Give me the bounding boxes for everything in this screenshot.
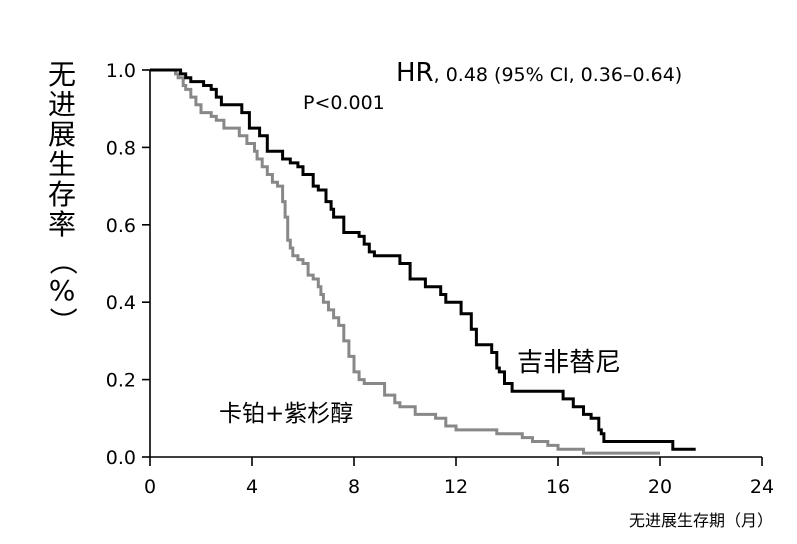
x-tick-label: 0	[144, 476, 156, 498]
y-axis-label-char: 存	[48, 178, 76, 211]
x-tick-label: 12	[444, 476, 468, 498]
y-axis-label-char: （	[46, 247, 79, 275]
y-ticks: 0.0 0.2 0.4 0.6 0.8 1.0	[106, 60, 150, 469]
series-label-carboplatin-paclitaxel: 卡铂+紫杉醇	[219, 401, 353, 427]
y-tick-label: 1.0	[106, 60, 136, 82]
y-tick-label: 0.2	[106, 370, 136, 392]
series-line-carboplatin-paclitaxel	[150, 68, 660, 455]
series-layer	[150, 68, 696, 455]
x-axis-label: 无进展生存期（月）	[629, 511, 773, 530]
x-tick-label: 20	[648, 476, 672, 498]
y-tick-label: 0.4	[106, 292, 136, 314]
y-tick-label: 0.0	[106, 447, 136, 469]
y-axis-label-char: ）	[46, 307, 79, 335]
x-tick-label: 8	[348, 476, 360, 498]
hazard-ratio-annotation: HR, 0.48 (95% CI, 0.36–0.64)	[396, 58, 682, 88]
y-axis-label-char: 无	[48, 58, 76, 91]
p-value-annotation: P<0.001	[303, 92, 385, 114]
x-tick-label: 16	[546, 476, 570, 498]
y-tick-label: 0.8	[106, 137, 136, 159]
y-axis-label-char: 生	[48, 148, 76, 181]
y-axis-label-char: 率	[48, 208, 76, 241]
y-axis-label-char: 展	[48, 118, 76, 151]
hr-values: , 0.48 (95% CI, 0.36–0.64)	[434, 64, 683, 86]
hr-prefix: HR	[396, 58, 434, 88]
y-axis-label-char: %	[49, 274, 76, 307]
x-tick-label: 4	[246, 476, 258, 498]
y-axis-label-char: 进	[48, 88, 76, 121]
x-tick-label: 24	[750, 476, 774, 498]
x-ticks: 0 4 8 12 16 20 24	[144, 457, 774, 498]
series-label-gefitinib: 吉非替尼	[517, 348, 621, 378]
series-line-gefitinib	[150, 68, 696, 451]
y-tick-label: 0.6	[106, 215, 136, 237]
